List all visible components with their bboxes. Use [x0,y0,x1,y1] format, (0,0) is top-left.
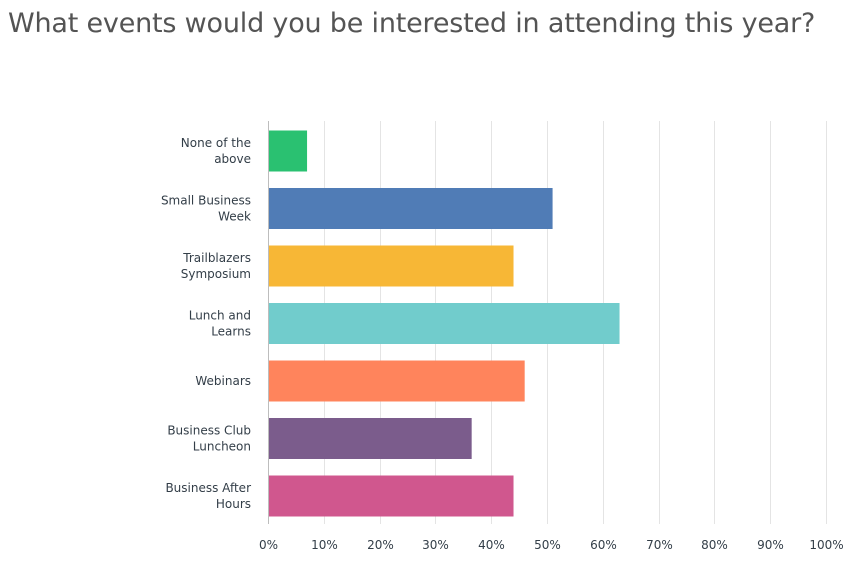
x-tick-label: 0% [259,538,278,552]
bar [269,360,525,402]
category-label: None of the above [181,136,251,166]
x-tick-label: 10% [311,538,338,552]
category-label: Business After Hours [165,481,251,511]
bar [269,188,553,229]
question-title: What events would you be interested in a… [8,8,816,39]
bar [269,418,472,459]
bars [269,130,620,517]
x-tick-label: 90% [757,538,784,552]
bar [269,130,308,172]
category-label: Small Business Week [161,194,251,224]
category-label: Trailblazers Symposium [181,251,251,281]
category-label: Business Club Luncheon [167,424,251,454]
bar [269,303,620,344]
x-tick-label: 80% [701,538,728,552]
bar [269,245,514,287]
x-tick-label: 100% [809,538,843,552]
x-axis-ticks: 0% 10% 20% 30% 40% 50% 60% 70% 80% 90% 100% [259,538,844,552]
category-label: Lunch and Learns [189,309,251,339]
category-labels: None of the above Small Business Week Trailb… [161,136,251,511]
bar [269,475,514,517]
x-tick-label: 70% [646,538,673,552]
x-tick-label: 30% [422,538,449,552]
x-tick-label: 20% [367,538,394,552]
category-label: Webinars [195,374,251,388]
x-tick-label: 40% [478,538,505,552]
x-tick-label: 60% [590,538,617,552]
x-tick-label: 50% [534,538,561,552]
